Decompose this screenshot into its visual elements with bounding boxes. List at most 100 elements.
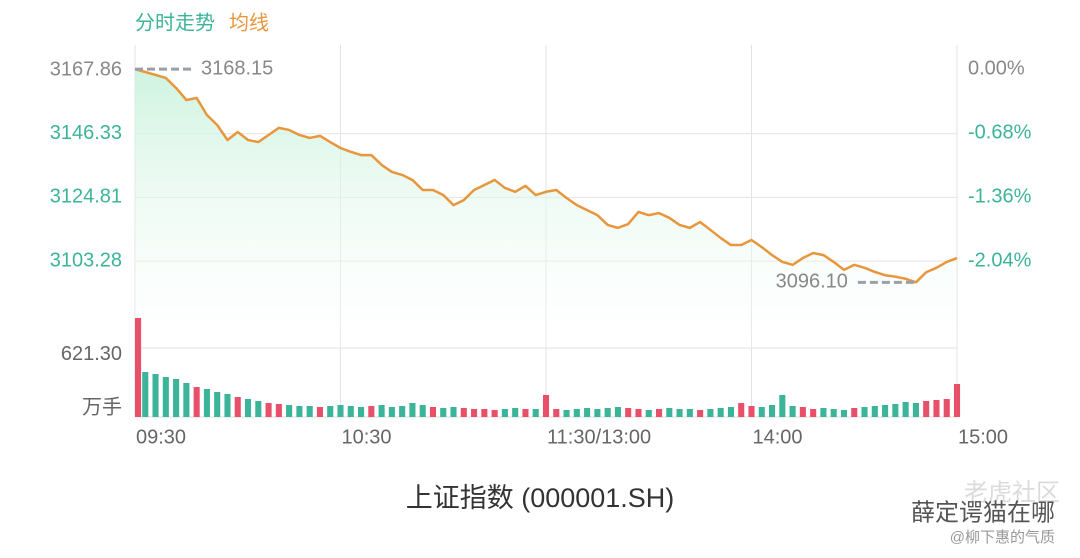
y-tick-label: 3124.81	[50, 186, 122, 208]
volume-bar	[892, 404, 899, 417]
volume-bar	[727, 407, 734, 417]
volume-bar	[594, 409, 601, 417]
volume-bar	[655, 409, 663, 417]
volume-bar	[429, 407, 437, 417]
volume-bar	[820, 408, 827, 417]
volume-bar	[902, 402, 909, 417]
volume-bar	[142, 372, 149, 417]
volume-bar	[522, 409, 529, 417]
volume-bar	[912, 403, 919, 417]
volume-bar	[769, 405, 776, 417]
volume-bar	[707, 409, 714, 417]
volume-bar	[316, 407, 323, 417]
price-area	[135, 69, 957, 349]
y-tick-label: 3103.28	[50, 249, 122, 271]
volume-bar	[388, 407, 395, 417]
watermark: 薛定谔猫在哪	[911, 499, 1055, 526]
volume-bar	[173, 379, 180, 417]
volume-bar	[943, 399, 950, 417]
legend-entry: 分时走势	[135, 11, 215, 34]
watermark: 老虎社区	[964, 479, 1060, 506]
volume-bar	[378, 405, 385, 417]
volume-bar	[152, 374, 159, 417]
volume-bar	[625, 408, 632, 417]
volume-bar	[501, 409, 508, 417]
volume-bar	[748, 406, 755, 417]
volume-bar	[542, 395, 550, 417]
x-tick-label: 10:30	[342, 426, 392, 448]
volume-bar	[779, 395, 786, 417]
volume-bar	[214, 392, 221, 417]
volume-bar	[738, 403, 745, 417]
volume-bar	[491, 410, 498, 417]
volume-bar	[135, 318, 142, 417]
volume-bar	[460, 408, 467, 417]
volume-bar	[789, 406, 796, 417]
volume-bar	[717, 408, 724, 417]
y2-tick-label: -0.68%	[968, 121, 1032, 143]
volume-bar	[666, 408, 673, 417]
high-label: 3168.15	[201, 57, 273, 79]
volume-bar	[676, 409, 683, 417]
volume-bar	[923, 401, 930, 417]
volume-bar	[810, 409, 817, 417]
volume-bar	[563, 410, 570, 417]
volume-bar	[193, 387, 200, 417]
y-tick-label: 3146.33	[50, 122, 122, 144]
volume-bar	[224, 394, 231, 417]
volume-bar	[830, 409, 837, 417]
volume-unit: 万手	[82, 395, 122, 418]
volume-bar	[265, 403, 272, 417]
volume-bar	[286, 405, 293, 417]
x-tick-label: 11:30/13:00	[547, 426, 651, 448]
volume-bar	[553, 409, 560, 417]
volume-bar	[697, 410, 704, 417]
x-tick-label: 14:00	[753, 426, 803, 448]
volume-bar	[440, 408, 447, 417]
volume-bar	[327, 406, 334, 417]
legend-entry: 均线	[229, 11, 269, 34]
volume-bar	[296, 406, 303, 417]
volume-bar	[532, 409, 539, 417]
x-tick-label: 09:30	[136, 426, 186, 448]
volume-bar	[450, 407, 457, 417]
volume-bar	[871, 406, 878, 417]
volume-bar	[337, 405, 344, 417]
volume-bar	[409, 403, 416, 417]
watermark: @柳下惠的气质	[950, 529, 1055, 546]
volume-bar	[512, 408, 519, 417]
volume-bar	[758, 407, 765, 417]
volume-bar	[645, 410, 652, 417]
x-tick-label: 15:00	[958, 426, 1008, 448]
volume-bar	[933, 400, 940, 417]
volume-bar	[686, 409, 693, 417]
y-tick-label: 3167.86	[50, 58, 122, 80]
volume-bar	[275, 404, 282, 417]
price-line	[134, 67, 958, 284]
volume-bar	[419, 405, 426, 417]
volume-bar	[183, 383, 190, 417]
volume-bar	[481, 409, 488, 417]
y2-tick-label: 0.00%	[968, 57, 1025, 79]
volume-bar	[255, 401, 262, 417]
volume-bar	[347, 406, 354, 417]
volume-bar	[358, 407, 365, 417]
volume-bar	[203, 389, 210, 417]
y2-tick-label: -2.04%	[968, 249, 1032, 271]
volume-bar	[306, 406, 313, 417]
volume-bar	[234, 397, 241, 417]
volume-bar	[840, 410, 848, 417]
volume-bar	[635, 409, 642, 417]
volume-bar	[244, 399, 252, 417]
volume-bar	[861, 407, 868, 417]
volume-bar	[471, 409, 478, 417]
volume-bar	[614, 407, 621, 417]
volume-bar	[882, 405, 889, 417]
volume-bar	[399, 406, 406, 417]
volume-bar	[604, 408, 611, 417]
volume-bar	[851, 408, 858, 417]
volume-bar	[584, 408, 591, 417]
volume-bar	[573, 409, 580, 417]
volume-bar	[368, 406, 375, 417]
